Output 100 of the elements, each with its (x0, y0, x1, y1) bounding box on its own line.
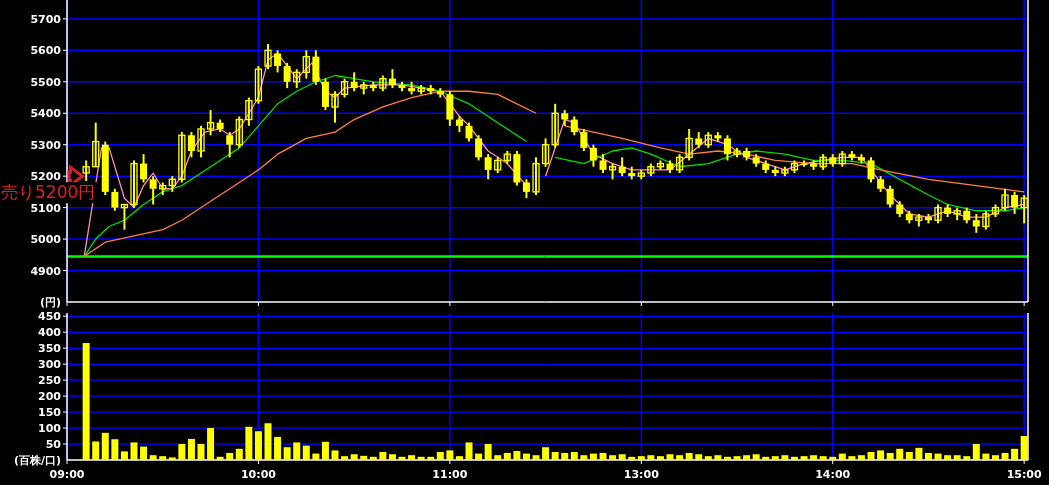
bar (743, 455, 751, 460)
candlestick (293, 68, 301, 90)
bar (848, 456, 856, 460)
bar (178, 444, 186, 460)
candlestick (140, 153, 148, 184)
bar (341, 456, 349, 460)
bar (245, 426, 253, 460)
bar (790, 456, 798, 460)
y-tick-label: 4900 (30, 264, 62, 278)
bar (350, 454, 358, 460)
bar (867, 452, 875, 460)
bar (159, 456, 167, 460)
candlestick (264, 43, 272, 71)
bar (886, 452, 894, 460)
bar (130, 442, 138, 460)
y-tick-label: 250 (38, 374, 62, 388)
bar (580, 455, 588, 460)
bar (1020, 436, 1028, 460)
bar (762, 456, 770, 460)
bar (120, 451, 128, 460)
bar (647, 455, 655, 460)
candlestick (522, 178, 530, 200)
y-tick-label: 5600 (30, 44, 62, 58)
bar (187, 438, 195, 460)
bar (1011, 448, 1019, 460)
bar (570, 452, 578, 460)
bar (800, 456, 808, 460)
bar (216, 456, 224, 460)
candlestick (340, 77, 349, 99)
bar (436, 452, 444, 460)
y-tick-label: 5700 (30, 12, 62, 26)
bar (628, 456, 636, 460)
bar (771, 456, 779, 460)
bar (704, 456, 712, 460)
candlestick (704, 131, 712, 149)
candlestick (149, 175, 157, 206)
candlestick (934, 203, 942, 225)
bar (82, 343, 90, 460)
candlestick (618, 156, 626, 178)
y-tick-label: 5100 (30, 201, 62, 215)
candlestick (982, 209, 990, 231)
candlestick (1020, 194, 1028, 225)
candlestick (570, 115, 578, 137)
bar (283, 447, 291, 460)
bar (781, 455, 789, 460)
bar (637, 456, 645, 460)
candlestick (302, 49, 310, 80)
candlestick (331, 90, 339, 124)
bar (656, 456, 664, 460)
candlestick (168, 175, 176, 193)
candlestick (388, 68, 396, 90)
bar (924, 452, 932, 460)
bar (140, 446, 148, 460)
bar (915, 447, 923, 460)
bar (408, 455, 416, 460)
y-tick-label: 100 (38, 422, 62, 436)
bar (226, 452, 234, 460)
bar (723, 456, 731, 460)
bar (388, 454, 396, 460)
bar (398, 456, 406, 460)
candlestick (254, 65, 263, 105)
bar (676, 455, 684, 460)
bar (819, 456, 827, 460)
bar (513, 451, 521, 460)
bar (963, 456, 971, 460)
bar (302, 445, 310, 460)
y-tick-label: 5000 (30, 233, 62, 247)
candlestick (532, 156, 540, 197)
bar (111, 439, 119, 460)
candlestick (867, 156, 875, 184)
x-tick-label: 10:00 (240, 468, 277, 481)
candlestick (130, 159, 138, 209)
candlestick (206, 109, 215, 137)
candlestick (178, 131, 186, 184)
candlestick (111, 187, 119, 212)
bar (589, 453, 597, 460)
candlestick (350, 71, 358, 93)
bar (446, 450, 454, 460)
y-tick-label: 50 (45, 438, 62, 452)
bar (168, 457, 176, 460)
bar (991, 455, 999, 460)
y-tick-label: 5500 (30, 75, 62, 89)
y-tick-label: 300 (38, 358, 62, 372)
candlestick (589, 143, 597, 168)
bar (953, 455, 961, 460)
candlestick (1001, 187, 1009, 212)
candlestick (187, 131, 195, 159)
bar (934, 453, 942, 460)
candlestick (475, 134, 483, 162)
candlestick (197, 124, 205, 159)
candlestick (235, 115, 243, 149)
y-tick-label: 350 (38, 342, 62, 356)
x-tick-label: 13:00 (623, 468, 660, 481)
bar (733, 456, 741, 460)
candlestick (972, 212, 980, 234)
bar (197, 444, 205, 460)
candlestick (541, 137, 550, 168)
bar (235, 448, 243, 460)
y-tick-label: 450 (38, 310, 62, 324)
bar (714, 455, 722, 460)
